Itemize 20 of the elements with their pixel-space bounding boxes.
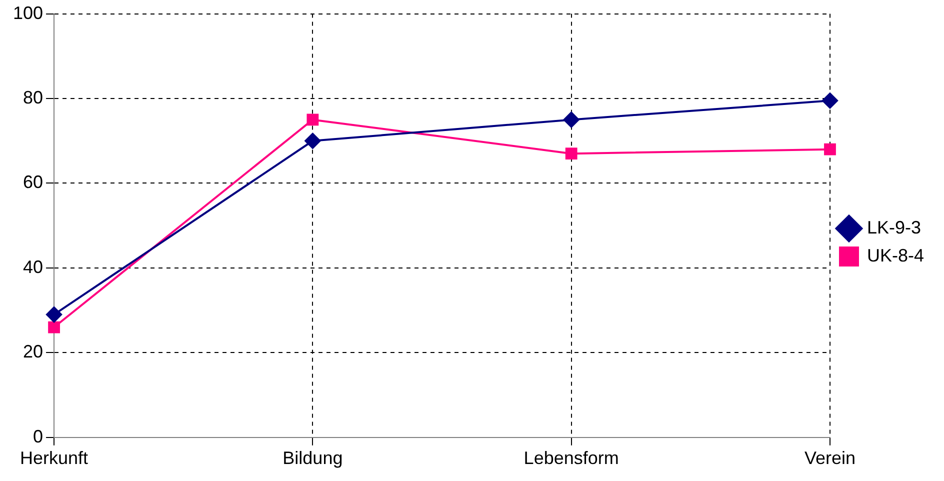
point [304, 132, 321, 149]
point [563, 112, 580, 128]
y-tick-label: 100 [12, 2, 44, 23]
point [48, 321, 60, 334]
point [306, 114, 319, 126]
y-tick-label: 40 [23, 256, 44, 277]
x-tick-label: Bildung [282, 448, 343, 468]
point [46, 306, 62, 323]
y-tick-label: 80 [23, 87, 44, 108]
x-tick-label: Verein [804, 448, 856, 468]
y-tick-label: 0 [33, 426, 44, 446]
x-tick-label: Herkunft [20, 448, 88, 468]
point [824, 143, 836, 156]
y-tick-label: 20 [23, 342, 44, 362]
y-tick-label: 60 [23, 172, 44, 192]
legend-label: UK-8-4 [866, 245, 924, 266]
x-tick-label: Lebensform [524, 448, 619, 468]
legend-label: LK-9-3 [866, 217, 922, 238]
point [822, 92, 838, 109]
point [565, 148, 578, 160]
